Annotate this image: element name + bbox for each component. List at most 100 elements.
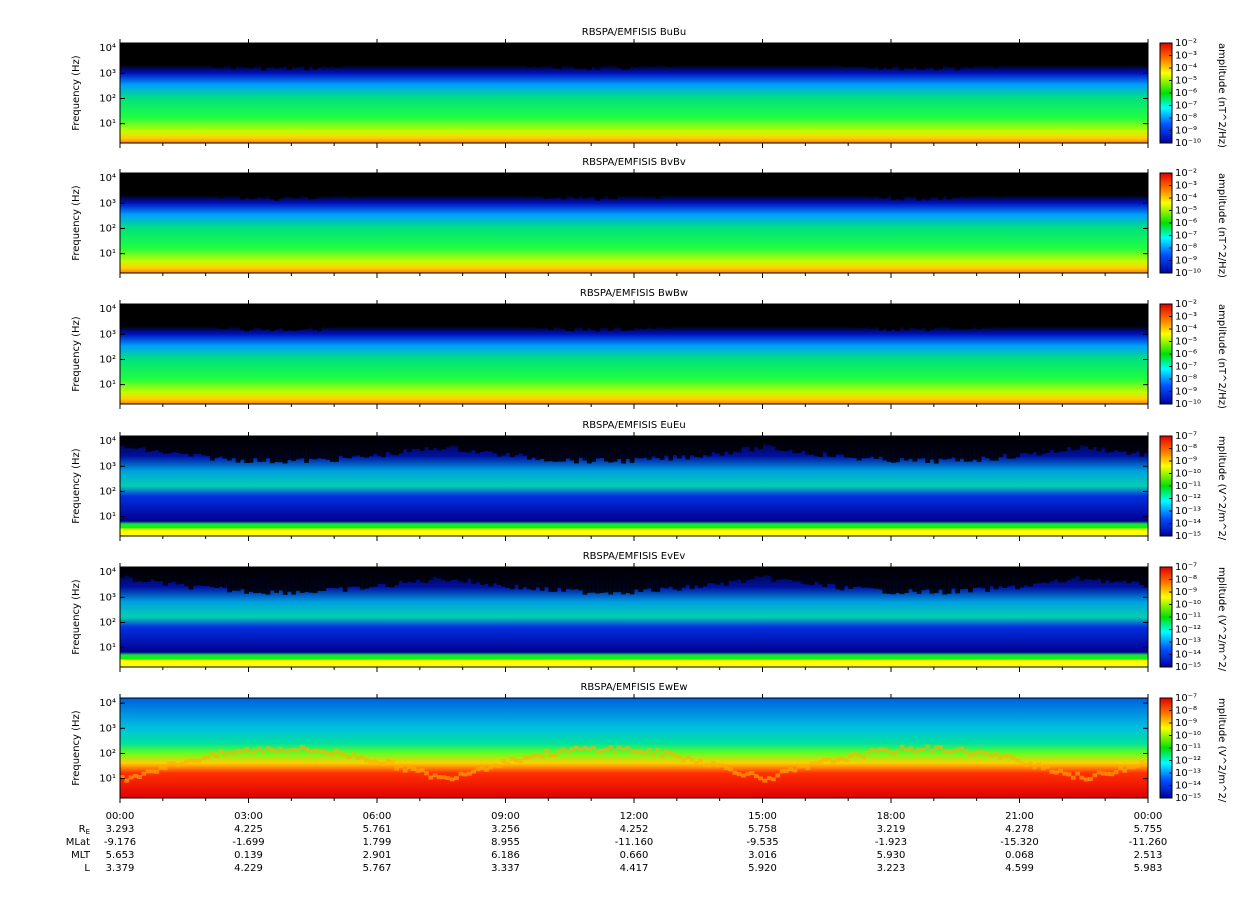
texture bbox=[252, 304, 258, 327]
texture bbox=[197, 43, 202, 64]
texture bbox=[351, 304, 357, 325]
texture bbox=[839, 43, 845, 64]
texture bbox=[1092, 173, 1098, 183]
texture bbox=[334, 748, 339, 753]
texture bbox=[312, 748, 318, 753]
texture bbox=[501, 43, 506, 65]
texture bbox=[861, 436, 866, 459]
ephemeris-value: 5.761 bbox=[363, 824, 392, 835]
texture bbox=[312, 567, 318, 593]
texture bbox=[993, 304, 999, 327]
texture bbox=[668, 567, 674, 587]
texture bbox=[762, 43, 768, 52]
texture bbox=[809, 43, 815, 60]
texture bbox=[548, 436, 554, 462]
texture bbox=[137, 304, 142, 319]
texture bbox=[796, 304, 802, 322]
texture bbox=[728, 173, 734, 188]
texture bbox=[569, 567, 575, 590]
texture bbox=[651, 43, 656, 64]
texture bbox=[458, 304, 464, 318]
texture bbox=[312, 173, 318, 199]
texture bbox=[299, 567, 305, 593]
texture bbox=[886, 749, 892, 754]
colorbar-tick-label: 10⁻¹⁵ bbox=[1175, 793, 1201, 804]
texture bbox=[955, 436, 961, 462]
texture bbox=[398, 436, 404, 454]
texture bbox=[282, 567, 288, 595]
texture bbox=[595, 436, 601, 459]
texture bbox=[719, 43, 725, 60]
colorbar-tick-label: 10⁻⁵ bbox=[1175, 206, 1197, 217]
colorbar-tick-label: 10⁻⁴ bbox=[1175, 63, 1197, 74]
texture bbox=[368, 567, 374, 588]
colorbar-tick-label: 10⁻⁹ bbox=[1175, 456, 1197, 467]
texture bbox=[278, 746, 284, 751]
colorbar-tick-label: 10⁻¹⁰ bbox=[1175, 268, 1201, 279]
texture bbox=[771, 567, 776, 583]
texture bbox=[1045, 304, 1050, 321]
texture bbox=[912, 173, 918, 198]
texture bbox=[1053, 436, 1059, 453]
texture bbox=[436, 173, 442, 185]
texture bbox=[415, 567, 421, 580]
texture bbox=[848, 304, 853, 328]
texture bbox=[552, 436, 558, 462]
texture bbox=[933, 304, 939, 328]
texture bbox=[145, 769, 151, 774]
texture bbox=[783, 173, 789, 186]
colorbar-tick-label: 10⁻⁸ bbox=[1175, 706, 1197, 717]
texture bbox=[655, 43, 661, 66]
texture bbox=[689, 567, 695, 590]
texture bbox=[835, 304, 841, 323]
texture bbox=[634, 173, 639, 195]
texture bbox=[552, 752, 558, 757]
texture bbox=[462, 173, 468, 188]
texture bbox=[424, 771, 429, 776]
texture bbox=[411, 436, 417, 449]
texture bbox=[916, 748, 922, 753]
texture bbox=[544, 43, 549, 66]
texture bbox=[317, 567, 322, 591]
texture bbox=[1036, 567, 1042, 584]
texture bbox=[171, 304, 177, 325]
texture bbox=[985, 567, 991, 592]
texture bbox=[586, 747, 592, 752]
texture bbox=[347, 755, 352, 760]
texture bbox=[402, 173, 408, 189]
texture bbox=[167, 436, 172, 454]
texture bbox=[822, 567, 828, 588]
texture bbox=[436, 304, 442, 316]
texture bbox=[539, 43, 545, 67]
texture bbox=[1015, 43, 1020, 64]
texture bbox=[231, 304, 237, 327]
texture bbox=[561, 43, 566, 66]
texture bbox=[239, 304, 245, 330]
texture bbox=[792, 43, 798, 58]
texture bbox=[980, 304, 986, 327]
texture bbox=[736, 173, 742, 188]
texture bbox=[663, 43, 669, 65]
spectrogram-texture bbox=[120, 304, 1149, 332]
texture bbox=[496, 567, 502, 585]
texture bbox=[1105, 567, 1110, 581]
texture bbox=[942, 749, 948, 754]
texture bbox=[218, 43, 224, 69]
texture bbox=[141, 567, 147, 583]
texture bbox=[749, 567, 755, 580]
texture bbox=[569, 304, 575, 332]
texture bbox=[291, 747, 297, 752]
texture bbox=[745, 436, 751, 447]
texture bbox=[646, 436, 652, 460]
texture bbox=[436, 436, 442, 451]
texture bbox=[638, 43, 644, 65]
texture bbox=[441, 173, 447, 183]
texture bbox=[419, 43, 425, 59]
texture bbox=[1010, 173, 1016, 192]
ephemeris-value: 3.016 bbox=[748, 850, 777, 861]
ephemeris-value: 5.653 bbox=[106, 850, 135, 861]
texture bbox=[873, 304, 879, 327]
texture bbox=[505, 173, 511, 190]
texture bbox=[946, 173, 952, 200]
